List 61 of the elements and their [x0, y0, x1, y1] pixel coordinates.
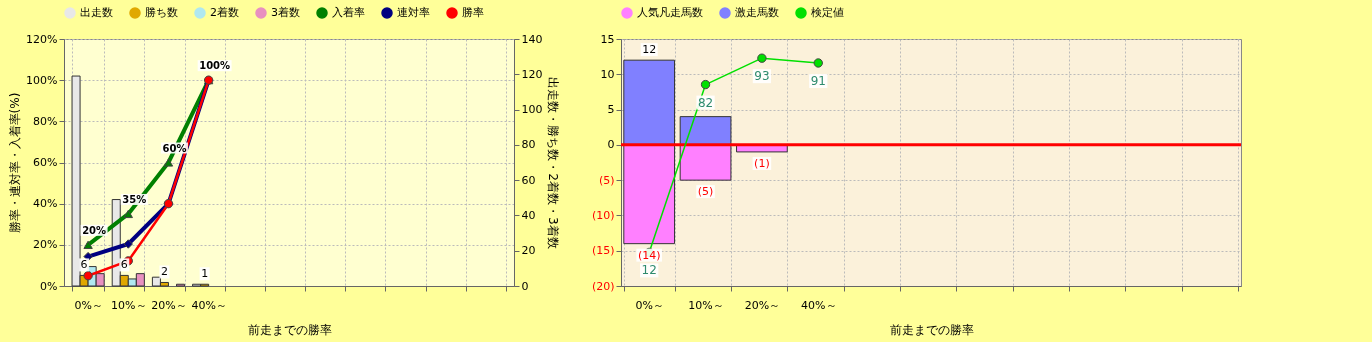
y-tick-label: 80%	[33, 114, 58, 128]
y-tick-label: (10)	[591, 208, 615, 222]
y-tick-label: 100%	[26, 73, 58, 87]
y-tick-label: 60%	[33, 156, 58, 169]
y-tick-label: (5)	[598, 173, 615, 187]
data-label: 6	[120, 258, 128, 272]
data-label: (5)	[697, 185, 714, 199]
data-label: 12	[641, 263, 657, 278]
y-axis-title: 勝率・連対率・入着率(%)	[8, 92, 23, 234]
y2-tick-label: 100	[521, 103, 543, 117]
data-label: (14)	[637, 248, 661, 262]
legend-label: 勝率	[462, 6, 484, 19]
data-label: 91	[810, 73, 826, 88]
y2-tick-label: 40	[521, 208, 536, 222]
x-tick-label: 20%～	[744, 298, 781, 312]
legend-label: 激走馬数	[735, 6, 779, 19]
legend-label: 検定値	[811, 6, 844, 19]
data-label: 2	[160, 265, 168, 279]
data-label: 60%	[162, 142, 187, 154]
x-tick-label: 40%～	[191, 298, 227, 312]
legend-label: 勝ち数	[145, 6, 178, 19]
data-label: 1	[201, 267, 209, 281]
data-label: 35%	[122, 193, 147, 205]
y-tick-label: 120%	[26, 32, 58, 46]
legend-label: 連対率	[397, 6, 430, 19]
data-label: 6	[80, 258, 88, 272]
y2-tick-label: 0	[521, 279, 529, 293]
data-label: 12	[642, 43, 657, 57]
x-axis-title: 前走までの勝率	[247, 322, 332, 337]
y2-tick-label: 20	[521, 244, 536, 258]
y-tick-label: 40%	[33, 197, 58, 211]
data-label: 100%	[199, 60, 231, 72]
x-tick-label: 0%～	[635, 298, 664, 312]
y2-tick-label: 60	[521, 173, 536, 187]
y-tick-label: 5	[607, 103, 615, 117]
y-tick-label: (15)	[591, 244, 615, 258]
legend-label: 入着率	[332, 6, 365, 19]
legend-label: 人気凡走馬数	[637, 6, 703, 19]
x-tick-label: 40%～	[801, 298, 837, 312]
legend-label: 3着数	[271, 6, 300, 19]
x-tick-label: 0%～	[74, 298, 103, 312]
x-tick-label: 10%～	[688, 298, 724, 312]
data-label: 93	[754, 69, 770, 84]
y2-tick-label: 120	[521, 67, 543, 81]
legend-label: 2着数	[210, 6, 239, 19]
x-tick-label: 10%～	[111, 298, 147, 312]
y-tick-label: (20)	[591, 279, 615, 293]
x-tick-label: 20%～	[151, 298, 187, 312]
y-tick-label: 15	[600, 32, 615, 46]
y-tick-label: 10	[600, 67, 615, 81]
y2-axis-title: 出走数・勝ち数・2着数・3着数	[546, 77, 561, 249]
data-label: (1)	[754, 156, 770, 170]
y-tick-label: 0	[607, 138, 615, 152]
y-tick-label: 0%	[40, 279, 58, 293]
x-axis-title: 前走までの勝率	[889, 322, 974, 337]
y-tick-label: 20%	[33, 238, 58, 252]
legend-label: 出走数	[80, 6, 113, 19]
y2-tick-label: 80	[521, 138, 536, 152]
data-label: 20%	[82, 224, 107, 236]
y2-tick-label: 140	[521, 32, 543, 46]
data-label: 82	[697, 95, 714, 110]
